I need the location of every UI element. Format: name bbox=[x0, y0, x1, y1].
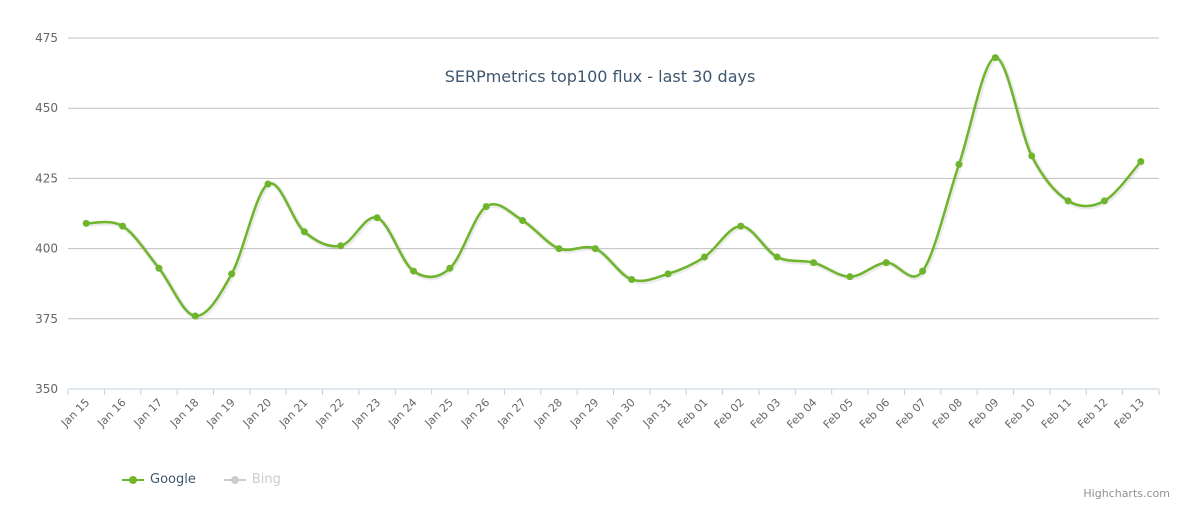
data-point[interactable] bbox=[555, 245, 563, 253]
x-tick-label: Jan 16 bbox=[94, 396, 128, 430]
x-tick-label: Jan 26 bbox=[458, 396, 492, 430]
x-tick-label: Jan 20 bbox=[240, 396, 274, 430]
bing-series-icon bbox=[223, 475, 246, 484]
chart-title: SERPmetrics top100 flux - last 30 days bbox=[445, 67, 756, 86]
legend-item-google[interactable]: Google bbox=[122, 472, 196, 487]
data-point[interactable] bbox=[373, 214, 381, 222]
x-tick-label: Jan 28 bbox=[531, 396, 565, 430]
data-point[interactable] bbox=[882, 259, 890, 267]
google-series-icon bbox=[122, 475, 144, 484]
y-tick-label: 475 bbox=[35, 31, 58, 45]
x-tick-label: Feb 03 bbox=[748, 396, 783, 431]
x-tick-label: Jan 29 bbox=[567, 396, 601, 430]
data-point[interactable] bbox=[82, 219, 90, 227]
x-tick-label: Jan 23 bbox=[349, 396, 383, 430]
x-tick-label: Jan 21 bbox=[276, 396, 310, 430]
data-point[interactable] bbox=[228, 270, 236, 278]
legend-label-bing: Bing bbox=[251, 472, 281, 487]
data-point[interactable] bbox=[337, 242, 345, 250]
data-point[interactable] bbox=[737, 222, 745, 230]
data-point[interactable] bbox=[446, 264, 454, 272]
x-tick-label: Feb 08 bbox=[930, 396, 965, 431]
data-point[interactable] bbox=[628, 275, 636, 283]
x-tick-label: Jan 17 bbox=[131, 396, 165, 430]
x-tick-label: Jan 19 bbox=[204, 396, 238, 430]
google-series-line bbox=[86, 56, 1142, 318]
data-point[interactable] bbox=[846, 273, 854, 281]
data-point[interactable] bbox=[1028, 152, 1036, 160]
x-tick-label: Feb 04 bbox=[784, 396, 819, 431]
y-tick-label: 375 bbox=[35, 312, 58, 326]
x-tick-label: Jan 18 bbox=[167, 396, 201, 430]
data-point[interactable] bbox=[119, 222, 127, 230]
data-point[interactable] bbox=[591, 245, 599, 253]
x-tick-label: Jan 24 bbox=[385, 396, 419, 430]
data-point[interactable] bbox=[810, 259, 818, 267]
highcharts-credit-link[interactable]: Highcharts.com bbox=[1083, 487, 1170, 500]
data-point[interactable] bbox=[482, 202, 490, 210]
legend-item-bing[interactable]: Bing bbox=[223, 472, 281, 487]
data-point[interactable] bbox=[773, 253, 781, 261]
x-tick-label: Jan 27 bbox=[494, 396, 528, 430]
y-tick-label: 350 bbox=[35, 382, 58, 396]
x-tick-label: Feb 01 bbox=[675, 396, 710, 431]
x-tick-label: Jan 31 bbox=[640, 396, 674, 430]
data-point[interactable] bbox=[700, 253, 708, 261]
data-point[interactable] bbox=[955, 160, 963, 168]
x-tick-label: Feb 02 bbox=[712, 396, 747, 431]
x-tick-label: Feb 10 bbox=[1002, 396, 1037, 431]
data-point[interactable] bbox=[519, 217, 527, 225]
y-tick-label: 425 bbox=[35, 171, 58, 185]
y-tick-label: 400 bbox=[35, 242, 58, 256]
x-tick-label: Feb 11 bbox=[1039, 396, 1074, 431]
x-tick-label: Feb 12 bbox=[1075, 396, 1110, 431]
y-tick-label: 450 bbox=[35, 101, 58, 115]
data-point[interactable] bbox=[155, 264, 163, 272]
data-point[interactable] bbox=[1100, 197, 1108, 205]
data-point[interactable] bbox=[409, 267, 417, 275]
x-tick-label: Jan 30 bbox=[604, 396, 638, 430]
legend-label-google: Google bbox=[150, 472, 196, 487]
data-point[interactable] bbox=[991, 54, 999, 62]
x-tick-label: Jan 25 bbox=[422, 396, 456, 430]
x-tick-label: Feb 09 bbox=[966, 396, 1001, 431]
data-point[interactable] bbox=[664, 270, 672, 278]
x-tick-label: Feb 06 bbox=[857, 396, 892, 431]
x-tick-label: Jan 15 bbox=[58, 396, 92, 430]
x-tick-label: Jan 22 bbox=[313, 396, 347, 430]
data-point[interactable] bbox=[300, 228, 308, 236]
data-point[interactable] bbox=[264, 180, 272, 188]
x-tick-label: Feb 07 bbox=[893, 396, 928, 431]
x-tick-label: Feb 05 bbox=[821, 396, 856, 431]
data-point[interactable] bbox=[1137, 158, 1145, 166]
data-point[interactable] bbox=[1064, 197, 1072, 205]
legend: Google Bing bbox=[122, 472, 281, 487]
x-tick-label: Feb 13 bbox=[1112, 396, 1147, 431]
data-point[interactable] bbox=[191, 312, 199, 320]
data-point[interactable] bbox=[919, 267, 927, 275]
